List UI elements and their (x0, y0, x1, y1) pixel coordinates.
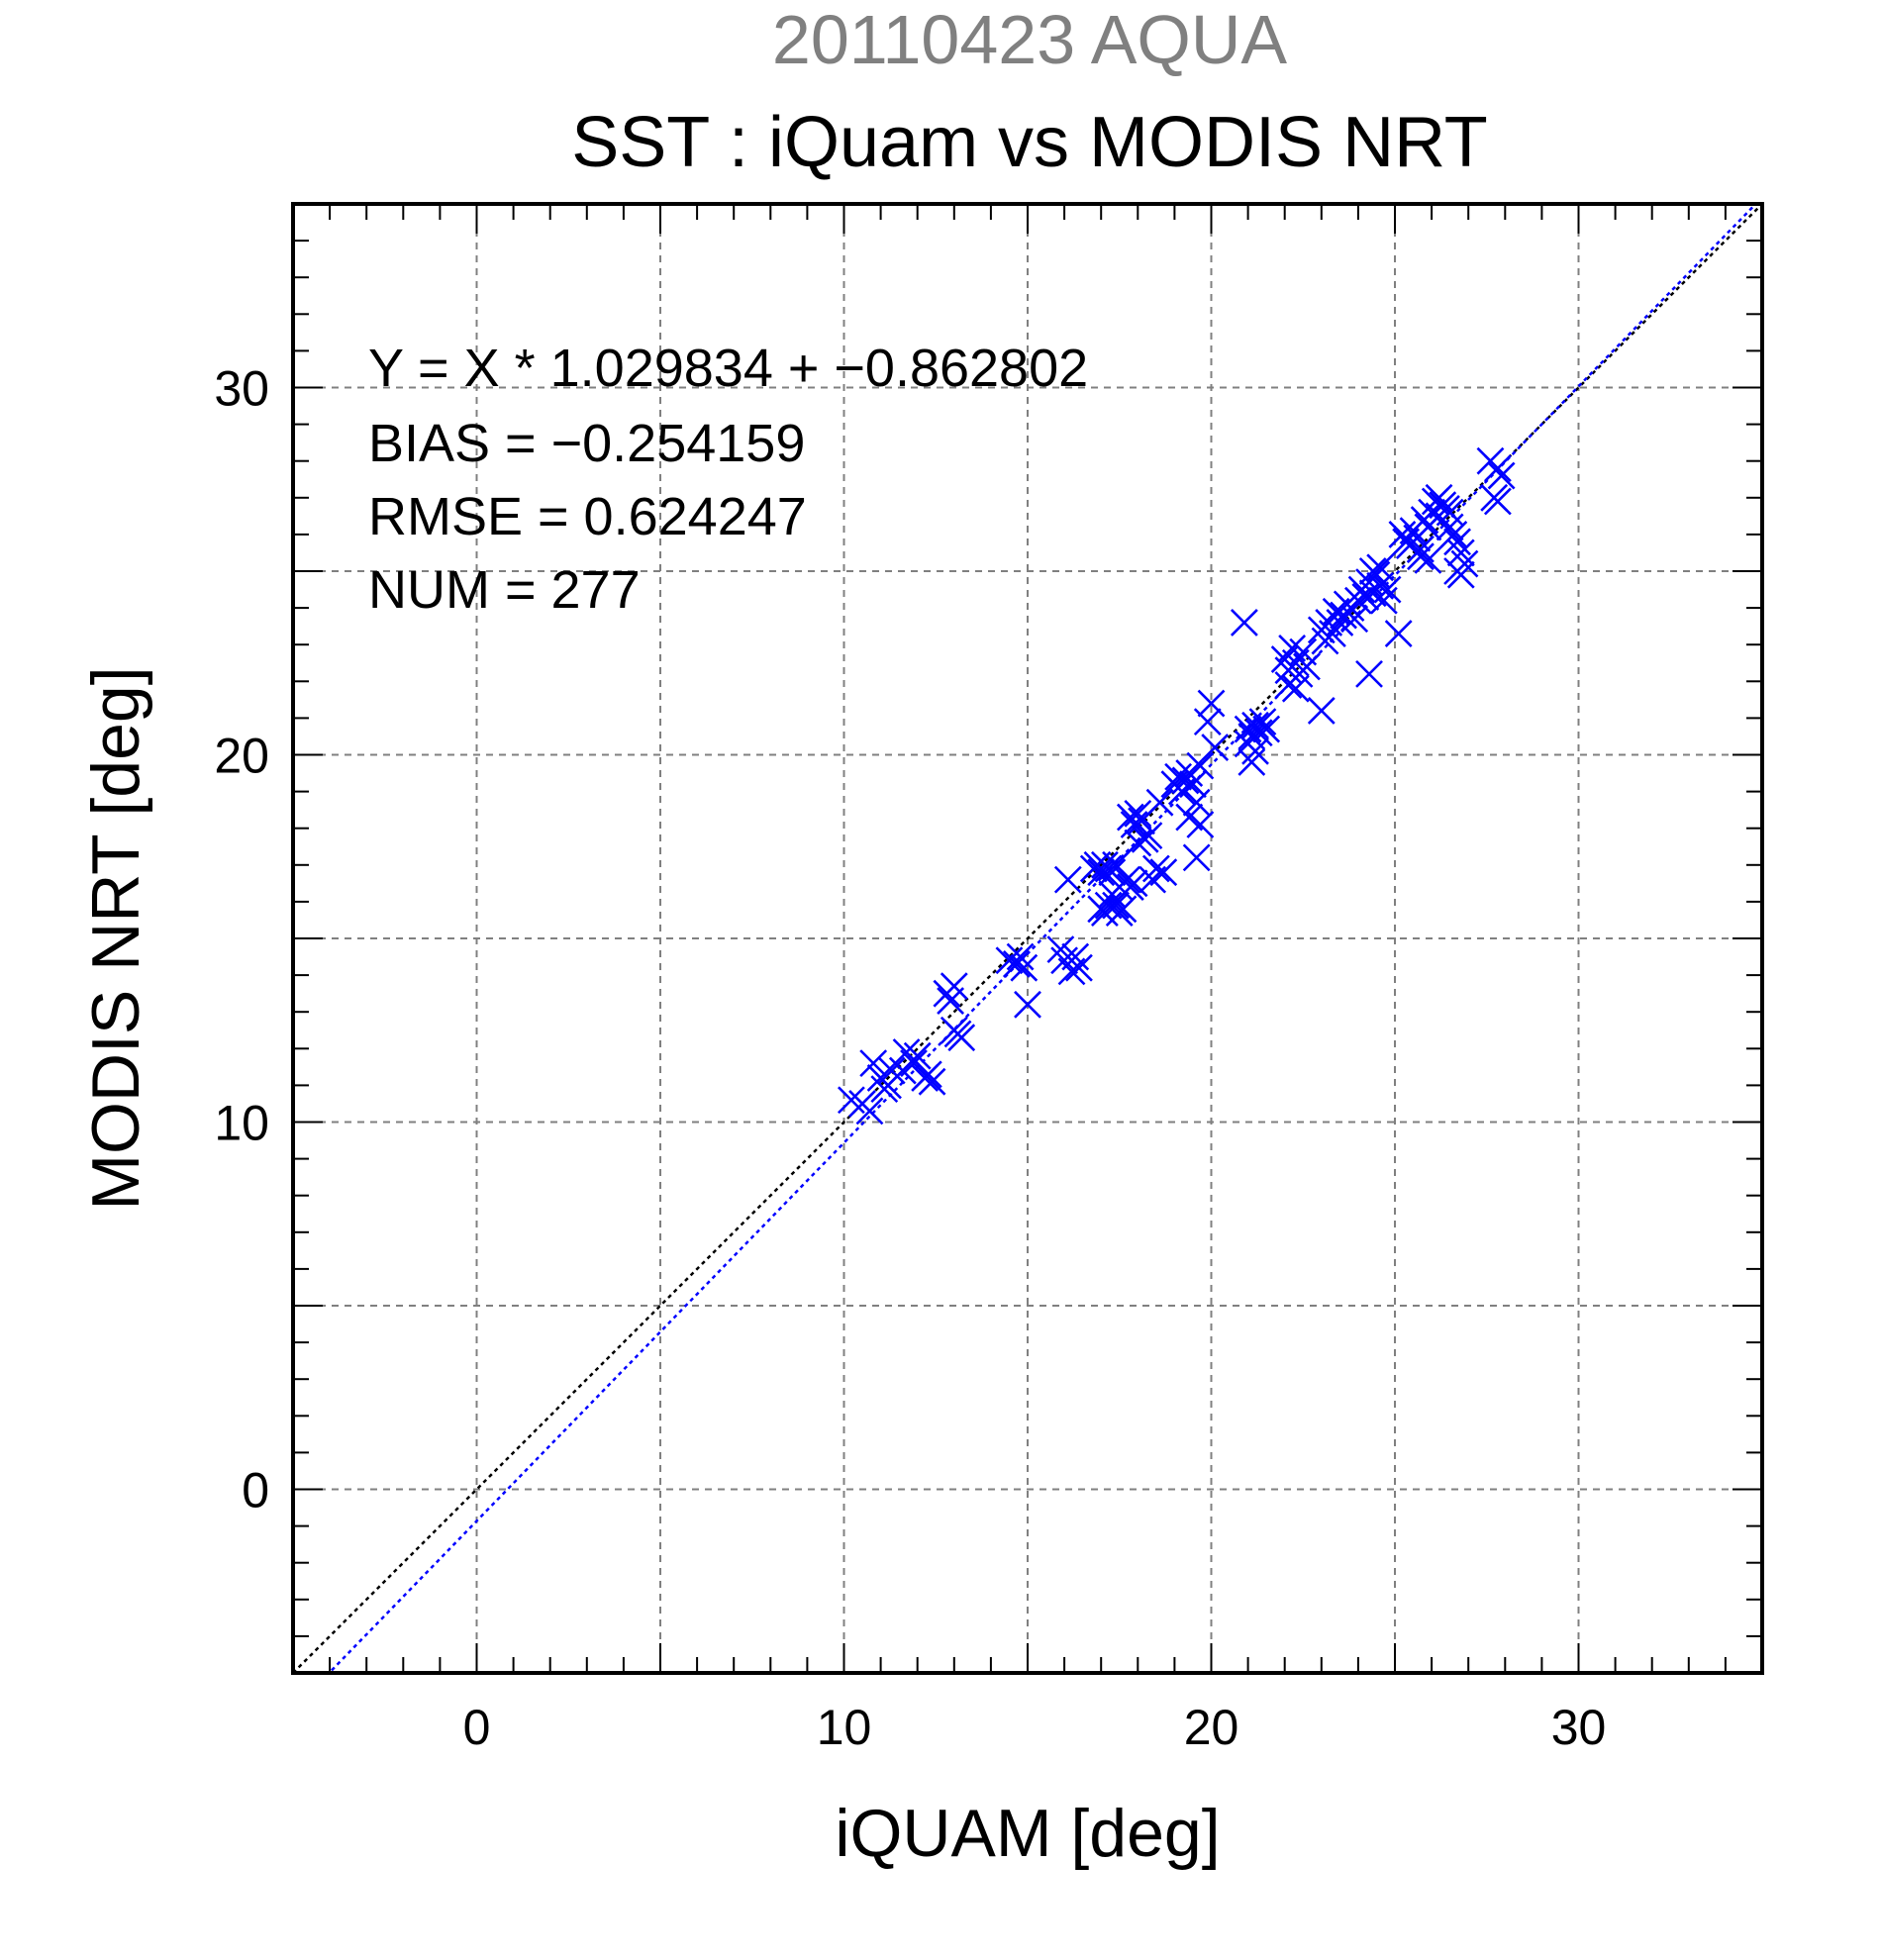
data-point (1141, 854, 1170, 883)
data-point (1436, 513, 1464, 541)
data-point (1425, 483, 1453, 512)
data-point (1369, 586, 1398, 615)
x-tick-label: 20 (1184, 1700, 1239, 1755)
data-point (1145, 788, 1174, 817)
chart-title: SST : iQuam vs MODIS NRT (571, 103, 1488, 182)
data-point (1443, 557, 1471, 585)
x-tick-label: 30 (1551, 1700, 1607, 1755)
x-tick-labels: 0 10 20 30 (463, 1700, 1607, 1755)
data-point (859, 1049, 888, 1078)
y-tick-label: 10 (214, 1096, 269, 1151)
data-point (1197, 689, 1226, 718)
data-points (838, 446, 1516, 1126)
data-point (1241, 711, 1269, 739)
data-point (1234, 730, 1262, 758)
data-point (1149, 858, 1178, 887)
data-point (1252, 715, 1281, 743)
stat-rmse: RMSE = 0.624247 (368, 487, 807, 546)
data-point (940, 972, 968, 1001)
data-point (1098, 858, 1127, 887)
data-point (1366, 553, 1395, 582)
data-point (1373, 575, 1402, 604)
data-point (1135, 822, 1163, 850)
data-point (1414, 545, 1442, 574)
data-point (1186, 751, 1215, 780)
data-point (1053, 865, 1082, 894)
grid-lines (293, 204, 1762, 1673)
data-point (1340, 605, 1369, 634)
data-point (1061, 942, 1090, 971)
data-point (1006, 942, 1035, 971)
data-point (1343, 586, 1372, 615)
data-point (1002, 950, 1031, 978)
data-point (1281, 674, 1310, 703)
data-point (1087, 858, 1116, 887)
data-point (1179, 770, 1207, 799)
data-point (1201, 734, 1230, 761)
data-point (1193, 708, 1222, 736)
y-tick-labels: 0 10 20 30 (214, 361, 269, 1519)
y-axis-title: MODIS NRT [deg] (78, 666, 153, 1210)
data-point (1483, 487, 1512, 516)
data-point (1065, 953, 1093, 982)
data-point (940, 1016, 968, 1044)
data-point (838, 1086, 865, 1115)
x-tick-label: 10 (817, 1700, 872, 1755)
stats-block: Y = X * 1.029834 + −0.862802 BIAS = −0.2… (368, 339, 1088, 620)
data-point (918, 1067, 946, 1096)
data-point (1120, 869, 1148, 898)
y-tick-label: 20 (214, 729, 269, 784)
data-point (1483, 454, 1512, 483)
y-tick-label: 0 (242, 1463, 269, 1519)
data-point (1124, 799, 1152, 828)
data-point (1230, 609, 1258, 637)
identity-line (293, 204, 1762, 1673)
data-point (1014, 990, 1041, 1019)
data-point (914, 1060, 942, 1089)
data-point (1358, 557, 1387, 585)
data-point (1274, 671, 1303, 699)
data-point (1113, 865, 1141, 894)
stat-bias: BIAS = −0.254159 (368, 414, 805, 473)
stat-num: NUM = 277 (368, 560, 641, 620)
y-tick-label: 30 (214, 361, 269, 417)
data-point (1238, 748, 1266, 776)
data-point (1182, 843, 1211, 872)
data-point (1436, 498, 1464, 527)
data-point (903, 1041, 932, 1070)
data-point (1355, 659, 1383, 688)
data-point (1487, 461, 1516, 490)
stat-fit-equation: Y = X * 1.029834 + −0.862802 (368, 339, 1088, 398)
x-tick-label: 0 (463, 1700, 491, 1755)
data-point (995, 946, 1024, 975)
data-point (1120, 811, 1148, 838)
data-point (1384, 620, 1413, 647)
data-point (1186, 811, 1215, 838)
data-point (1407, 542, 1435, 571)
data-point (1443, 528, 1471, 556)
data-point (855, 1097, 884, 1126)
data-point (1248, 708, 1277, 736)
data-point (1446, 539, 1475, 567)
data-point (1010, 953, 1039, 982)
chart-subtitle: 20110423 AQUA (772, 1, 1288, 78)
x-axis-title: iQUAM [deg] (835, 1796, 1220, 1871)
plot-frame (291, 202, 1764, 1675)
data-point (1307, 697, 1336, 725)
data-point (1102, 891, 1130, 920)
